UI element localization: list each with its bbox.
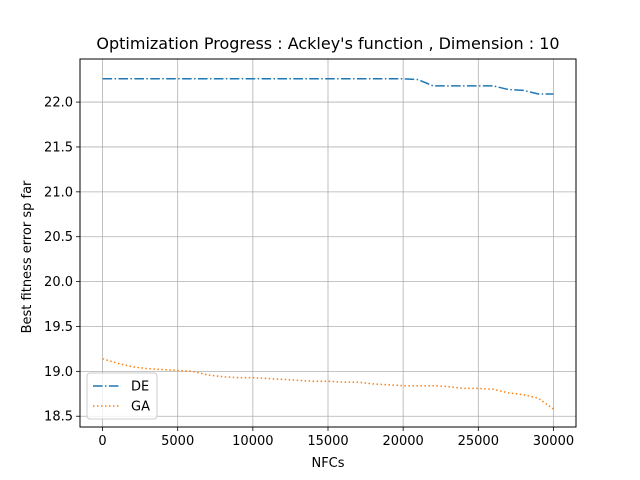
x-tick-label: 5000 xyxy=(161,434,194,449)
y-tick-label: 20.5 xyxy=(44,230,73,245)
x-tick-label: 10000 xyxy=(232,434,273,449)
y-axis-label: Best fitness error sp far xyxy=(20,180,35,333)
legend: DE GA xyxy=(86,372,158,420)
tick-layer: 0 5000 10000 15000 20000 25000 30000 18.5 19.0 19… xyxy=(44,96,574,449)
x-tick-label: 0 xyxy=(98,434,106,449)
y-tick-label: 19.0 xyxy=(44,365,73,380)
legend-box xyxy=(86,372,158,420)
series-layer xyxy=(102,78,554,410)
grid xyxy=(80,59,576,427)
x-tick-label: 30000 xyxy=(533,434,574,449)
chart-title: Optimization Progress : Ackley's functio… xyxy=(96,34,559,53)
y-tick-label: 21.0 xyxy=(44,185,73,200)
y-tick-label: 22.0 xyxy=(44,96,73,111)
x-tick-label: 25000 xyxy=(458,434,499,449)
legend-label-de: DE xyxy=(131,380,149,395)
x-tick-label: 20000 xyxy=(382,434,423,449)
y-tick-label: 18.5 xyxy=(44,410,73,425)
y-tick-label: 21.5 xyxy=(44,140,73,155)
x-tick-label: 15000 xyxy=(307,434,348,449)
x-axis-label: NFCs xyxy=(311,456,344,471)
series-line-ga xyxy=(102,358,554,410)
y-tick-label: 20.0 xyxy=(44,275,73,290)
legend-label-ga: GA xyxy=(131,400,150,415)
y-tick-label: 19.5 xyxy=(44,320,73,335)
series-line-de xyxy=(102,78,554,95)
